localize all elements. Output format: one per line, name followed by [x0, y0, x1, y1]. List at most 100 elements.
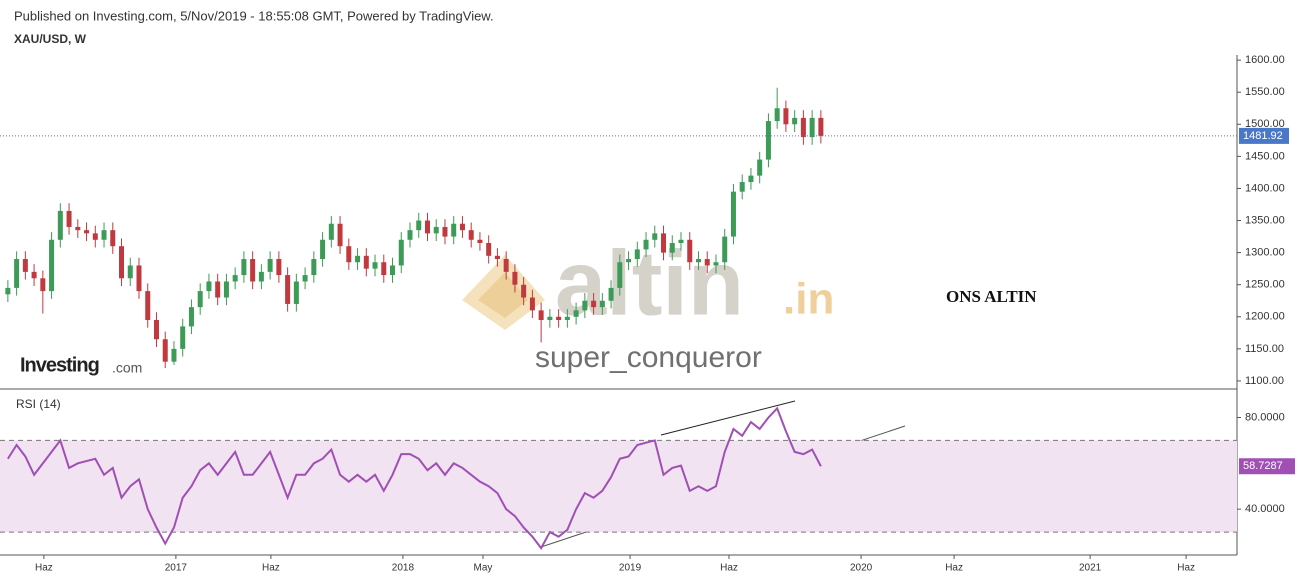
candle-body — [608, 287, 614, 301]
candle-body — [512, 271, 518, 285]
x-tick-label: 2020 — [850, 563, 873, 574]
watermark-suffix: .in — [783, 275, 834, 324]
candle-body — [722, 236, 728, 263]
candle-body — [468, 230, 474, 240]
published-note: Published on Investing.com, 5/Nov/2019 -… — [14, 8, 494, 23]
candle-body — [363, 255, 369, 269]
candle-body — [730, 191, 736, 237]
rsi-title: RSI (14) — [16, 397, 61, 411]
candle-body — [276, 259, 282, 276]
candle-body — [188, 307, 194, 327]
candle-body — [75, 226, 81, 231]
x-tick-label: May — [474, 563, 493, 574]
candle-body — [757, 159, 763, 176]
candle-body — [241, 259, 247, 276]
candle-body — [538, 310, 544, 320]
candle-body — [669, 242, 675, 253]
watermark-text: altin — [555, 232, 744, 334]
candle-body — [704, 259, 710, 266]
y-tick-label: 1400.00 — [1245, 182, 1285, 194]
candle-body — [783, 108, 789, 125]
candle-body — [634, 249, 640, 260]
candle-body — [582, 300, 588, 311]
x-tick-label: 2017 — [165, 563, 188, 574]
candle-body — [687, 239, 693, 263]
x-tick-label: Haz — [35, 563, 53, 574]
candle-body — [626, 259, 632, 263]
y-tick-label: 1300.00 — [1245, 247, 1285, 259]
last-value-label: 58.7287 — [1243, 460, 1283, 472]
y-tick-label: 1100.00 — [1245, 375, 1284, 387]
candle-body — [599, 300, 605, 308]
candle-body — [145, 291, 151, 320]
candle-body — [643, 239, 649, 250]
candle-body — [197, 291, 203, 308]
y-tick-label: 1200.00 — [1245, 311, 1285, 323]
candle-body — [66, 210, 72, 227]
candle-body — [258, 271, 264, 282]
candle-body — [503, 259, 509, 272]
candle-body — [355, 255, 361, 263]
y-tick-label: 1600.00 — [1245, 54, 1285, 66]
candle-body — [320, 239, 326, 260]
candle-body — [31, 271, 37, 279]
last-price-label: 1481.92 — [1243, 130, 1283, 142]
candle-body — [337, 223, 343, 247]
candle-body — [110, 230, 116, 247]
candle-body — [49, 239, 55, 292]
rsi-band — [0, 440, 1237, 533]
symbol-title: XAU/USD, W — [14, 32, 87, 46]
candle-body — [372, 262, 378, 269]
y-tick-label: 1350.00 — [1245, 214, 1285, 226]
candle-body — [547, 316, 553, 320]
last-value-tag — [1239, 458, 1295, 475]
candle-body — [215, 281, 221, 298]
watermark: altin .in — [462, 232, 834, 334]
logo-suffix: .com — [112, 360, 142, 376]
candle-body — [529, 297, 535, 311]
candle-body — [678, 239, 684, 243]
candle-body — [390, 265, 396, 276]
x-tick-label: Haz — [262, 563, 280, 574]
y-tick-label: 80.0000 — [1245, 411, 1285, 423]
candle-body — [311, 259, 317, 276]
candle-body — [695, 259, 701, 263]
candle-body — [661, 233, 667, 253]
candle-body — [477, 239, 483, 243]
candle-body — [267, 259, 273, 272]
candle-body — [494, 255, 500, 260]
candle-body — [416, 220, 422, 231]
x-tick-label: Haz — [945, 563, 963, 574]
candle-body — [573, 310, 579, 317]
y-tick-label: 40.0000 — [1245, 503, 1285, 515]
y-tick-label: 1450.00 — [1245, 150, 1285, 162]
candle-body — [180, 326, 186, 349]
candle-body — [459, 223, 465, 231]
candle-body — [119, 246, 125, 279]
candle-body — [223, 281, 229, 298]
candle-body — [739, 182, 745, 192]
candle-body — [153, 319, 159, 340]
annotation: ONS ALTIN — [946, 287, 1037, 306]
candle-body — [713, 262, 719, 266]
candle-body — [136, 265, 142, 292]
candle-body — [302, 275, 308, 282]
y-tick-label: 1550.00 — [1245, 86, 1285, 98]
candle-body — [407, 230, 413, 240]
author: super_conqueror — [535, 341, 762, 374]
candle-body — [564, 316, 570, 320]
watermark-logo — [478, 272, 528, 318]
candle-body — [809, 117, 815, 138]
candle-body — [250, 259, 256, 282]
candle-body — [293, 281, 299, 304]
candle-body — [346, 246, 352, 263]
candle-body — [442, 226, 448, 237]
x-tick-label: 2019 — [619, 563, 642, 574]
candle-body — [818, 117, 824, 136]
candle-body — [127, 265, 133, 279]
candle-body — [84, 230, 90, 234]
candle-body — [800, 117, 806, 138]
candle-body — [398, 239, 404, 266]
candle-body — [14, 259, 20, 288]
